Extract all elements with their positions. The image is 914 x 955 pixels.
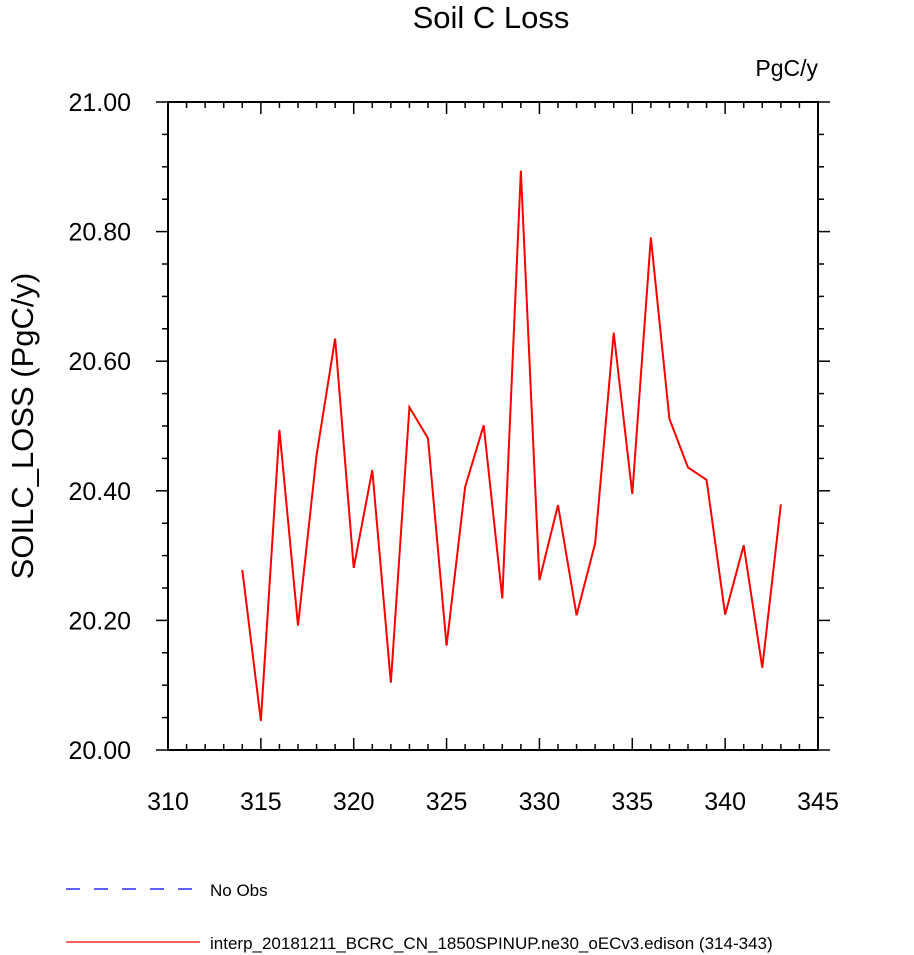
x-tick-label: 325	[426, 788, 468, 816]
x-tick-label: 315	[240, 788, 282, 816]
y-tick-labels: 20.00 20.20 20.40 20.60 20.80 21.00	[68, 89, 131, 765]
y-axis-label: SOILC_LOSS (PgC/y)	[5, 273, 40, 580]
x-tick-label: 335	[611, 788, 653, 816]
legend-label-model: interp_20181211_BCRC_CN_1850SPINUP.ne30_…	[210, 934, 773, 953]
y-tick-label: 20.00	[68, 737, 131, 765]
y-tick-label: 20.60	[68, 348, 131, 376]
x-tick-label: 330	[519, 788, 561, 816]
legend: No Obs interp_20181211_BCRC_CN_1850SPINU…	[66, 881, 773, 953]
plot-frame	[167, 101, 819, 751]
y-tick-label: 20.20	[68, 607, 131, 635]
x-tick-labels: 310 315 320 325 330 335 340 345	[147, 788, 839, 816]
y-tick-label: 20.40	[68, 478, 131, 506]
series-line	[241, 170, 782, 721]
y-ticks	[156, 101, 830, 751]
x-tick-label: 345	[797, 788, 839, 816]
y-tick-label: 20.80	[68, 219, 131, 247]
x-tick-label: 310	[147, 788, 189, 816]
legend-label-no-obs: No Obs	[210, 881, 268, 900]
x-tick-label: 320	[333, 788, 375, 816]
x-tick-label: 340	[704, 788, 746, 816]
y-tick-label: 21.00	[68, 89, 131, 117]
chart-title: Soil C Loss	[413, 0, 570, 35]
units-label: PgC/y	[755, 55, 818, 81]
